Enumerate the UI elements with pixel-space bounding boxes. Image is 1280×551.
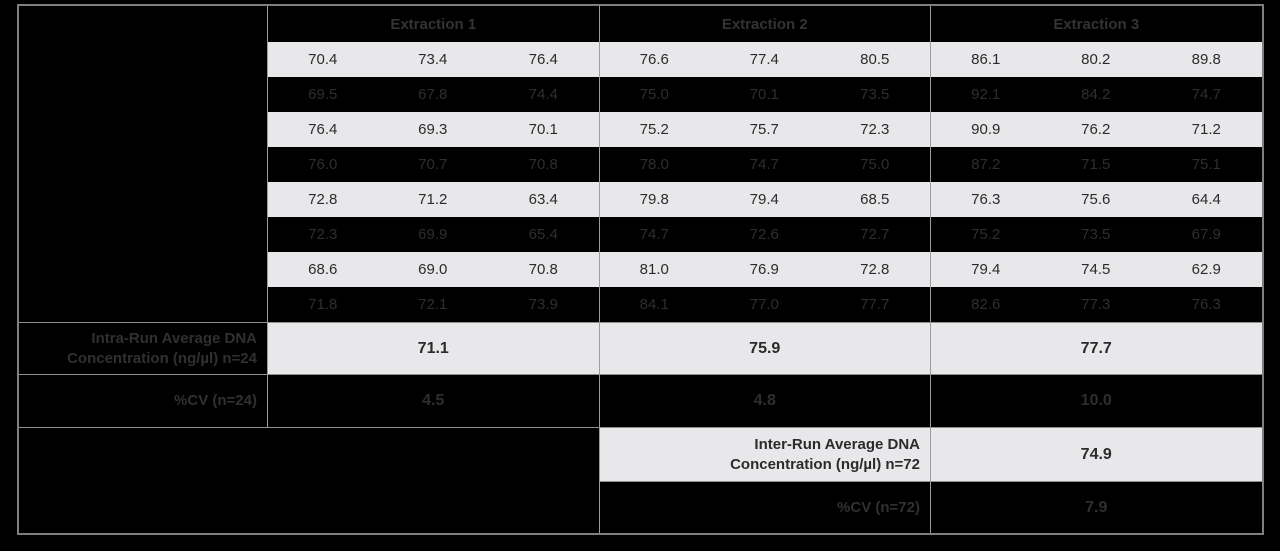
data-cell: 70.7 bbox=[377, 147, 488, 182]
row-label-empty bbox=[19, 42, 267, 77]
data-cell: 65.4 bbox=[488, 217, 599, 252]
data-cell: 72.8 bbox=[267, 182, 378, 217]
data-cell: 77.7 bbox=[819, 287, 930, 322]
data-cell: 72.6 bbox=[709, 217, 820, 252]
intra-run-average-label: Intra-Run Average DNA Concentration (ng/… bbox=[19, 322, 267, 374]
header-extraction-1: Extraction 1 bbox=[267, 6, 599, 42]
data-cell: 74.5 bbox=[1040, 252, 1151, 287]
cv-n24-extraction-2: 4.8 bbox=[598, 374, 930, 427]
data-cell: 70.8 bbox=[488, 147, 599, 182]
data-cell: 71.2 bbox=[1151, 112, 1262, 147]
data-cell: 76.3 bbox=[930, 182, 1041, 217]
data-cell: 80.5 bbox=[819, 42, 930, 77]
data-cell: 84.2 bbox=[1040, 77, 1151, 112]
data-cell: 69.5 bbox=[267, 77, 378, 112]
data-cell: 73.4 bbox=[377, 42, 488, 77]
data-cell: 68.6 bbox=[267, 252, 378, 287]
data-cell: 70.1 bbox=[709, 77, 820, 112]
bottom-empty-cell bbox=[19, 427, 599, 533]
intra-run-average-extraction-1: 71.1 bbox=[267, 322, 599, 374]
data-cell: 74.7 bbox=[598, 217, 709, 252]
header-extraction-2: Extraction 2 bbox=[598, 6, 931, 42]
data-cell: 81.0 bbox=[598, 252, 709, 287]
data-cell: 76.4 bbox=[488, 42, 599, 77]
dna-concentration-table: Extraction 1 Extraction 2 Extraction 3 7… bbox=[17, 4, 1264, 535]
row-label-empty bbox=[19, 147, 267, 182]
data-cell: 67.9 bbox=[1151, 217, 1262, 252]
data-cell: 84.1 bbox=[598, 287, 709, 322]
data-cell: 76.2 bbox=[1040, 112, 1151, 147]
data-cell: 76.0 bbox=[267, 147, 378, 182]
data-cell: 76.3 bbox=[1151, 287, 1262, 322]
data-cell: 92.1 bbox=[930, 77, 1041, 112]
data-cell: 77.3 bbox=[1040, 287, 1151, 322]
data-cell: 82.6 bbox=[930, 287, 1041, 322]
row-label-empty bbox=[19, 182, 267, 217]
data-cell: 76.4 bbox=[267, 112, 378, 147]
row-label-empty bbox=[19, 252, 267, 287]
cv-n72-label: %CV (n=72) bbox=[598, 481, 930, 533]
data-cell: 75.2 bbox=[598, 112, 709, 147]
cv-n24-label: %CV (n=24) bbox=[19, 374, 267, 427]
data-cell: 73.9 bbox=[488, 287, 599, 322]
data-cell: 89.8 bbox=[1151, 42, 1262, 77]
data-cell: 71.8 bbox=[267, 287, 378, 322]
data-cell: 79.4 bbox=[709, 182, 820, 217]
data-cell: 75.0 bbox=[598, 77, 709, 112]
data-cell: 75.7 bbox=[709, 112, 820, 147]
data-cell: 72.8 bbox=[819, 252, 930, 287]
cv-n24-extraction-3: 10.0 bbox=[930, 374, 1262, 427]
data-cell: 75.0 bbox=[819, 147, 930, 182]
intra-run-average-extraction-3: 77.7 bbox=[930, 322, 1262, 374]
data-cell: 70.1 bbox=[488, 112, 599, 147]
data-cell: 75.6 bbox=[1040, 182, 1151, 217]
data-cell: 76.6 bbox=[598, 42, 709, 77]
data-cell: 74.4 bbox=[488, 77, 599, 112]
data-cell: 72.3 bbox=[819, 112, 930, 147]
data-cell: 74.7 bbox=[1151, 77, 1262, 112]
data-cell: 69.0 bbox=[377, 252, 488, 287]
data-cell: 69.9 bbox=[377, 217, 488, 252]
data-cell: 74.7 bbox=[709, 147, 820, 182]
cv-n24-extraction-1: 4.5 bbox=[267, 374, 599, 427]
data-cell: 79.8 bbox=[598, 182, 709, 217]
data-cell: 80.2 bbox=[1040, 42, 1151, 77]
inter-run-average-value: 74.9 bbox=[930, 427, 1262, 481]
data-cell: 70.4 bbox=[267, 42, 378, 77]
data-cell: 64.4 bbox=[1151, 182, 1262, 217]
row-label-empty bbox=[19, 112, 267, 147]
data-cell: 67.8 bbox=[377, 77, 488, 112]
data-cell: 73.5 bbox=[1040, 217, 1151, 252]
cv-n72-value: 7.9 bbox=[930, 481, 1262, 533]
data-cell: 77.4 bbox=[709, 42, 820, 77]
header-extraction-3: Extraction 3 bbox=[930, 6, 1262, 42]
data-cell: 73.5 bbox=[819, 77, 930, 112]
data-cell: 86.1 bbox=[930, 42, 1041, 77]
data-cell: 76.9 bbox=[709, 252, 820, 287]
data-cell: 71.5 bbox=[1040, 147, 1151, 182]
data-cell: 63.4 bbox=[488, 182, 599, 217]
data-cell: 72.7 bbox=[819, 217, 930, 252]
data-cell: 62.9 bbox=[1151, 252, 1262, 287]
data-cell: 77.0 bbox=[709, 287, 820, 322]
inter-run-average-label: Inter-Run Average DNA Concentration (ng/… bbox=[598, 427, 930, 481]
row-label-empty bbox=[19, 77, 267, 112]
row-label-empty bbox=[19, 287, 267, 322]
data-cell: 78.0 bbox=[598, 147, 709, 182]
data-cell: 75.1 bbox=[1151, 147, 1262, 182]
data-cell: 75.2 bbox=[930, 217, 1041, 252]
data-cell: 79.4 bbox=[930, 252, 1041, 287]
intra-run-average-extraction-2: 75.9 bbox=[598, 322, 930, 374]
data-cell: 90.9 bbox=[930, 112, 1041, 147]
data-cell: 69.3 bbox=[377, 112, 488, 147]
row-label-empty bbox=[19, 217, 267, 252]
data-cell: 72.1 bbox=[377, 287, 488, 322]
data-cell: 70.8 bbox=[488, 252, 599, 287]
data-cell: 68.5 bbox=[819, 182, 930, 217]
data-cell: 87.2 bbox=[930, 147, 1041, 182]
corner-cell bbox=[19, 6, 267, 42]
data-cell: 71.2 bbox=[377, 182, 488, 217]
inter-run-average-label-text: Inter-Run Average DNA Concentration (ng/… bbox=[730, 436, 920, 473]
data-cell: 72.3 bbox=[267, 217, 378, 252]
